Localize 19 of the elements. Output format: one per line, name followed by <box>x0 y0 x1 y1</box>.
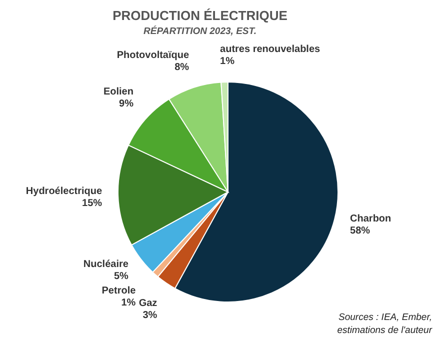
data-label: 58% <box>350 225 370 236</box>
data-label: 9% <box>119 98 134 110</box>
data-label: 8% <box>174 62 190 74</box>
data-label: 15% <box>82 198 102 209</box>
slice-label: Charbon <box>350 213 392 224</box>
slice-label: Gaz <box>138 298 158 310</box>
data-label: 1% <box>121 298 136 309</box>
slice-label: Petrole <box>102 286 136 297</box>
chart-title: PRODUCTION ÉLECTRIQUE <box>112 8 288 23</box>
slice-label: autres renouvelables <box>220 44 321 56</box>
slice-label: Nucléaire <box>83 259 129 270</box>
source-note: Sources : IEA, Ember, estimations de l'auteur <box>337 312 433 336</box>
slice-label: Eolien <box>103 86 134 98</box>
data-label: 3% <box>142 310 158 322</box>
slice-label: Hydroélectrique <box>26 186 102 197</box>
slice-label: Photovoltaïque <box>116 50 190 62</box>
chart-subtitle: RÉPARTITION 2023, EST. <box>144 25 256 37</box>
data-label: 1% <box>220 56 235 68</box>
data-label: 5% <box>114 271 129 282</box>
